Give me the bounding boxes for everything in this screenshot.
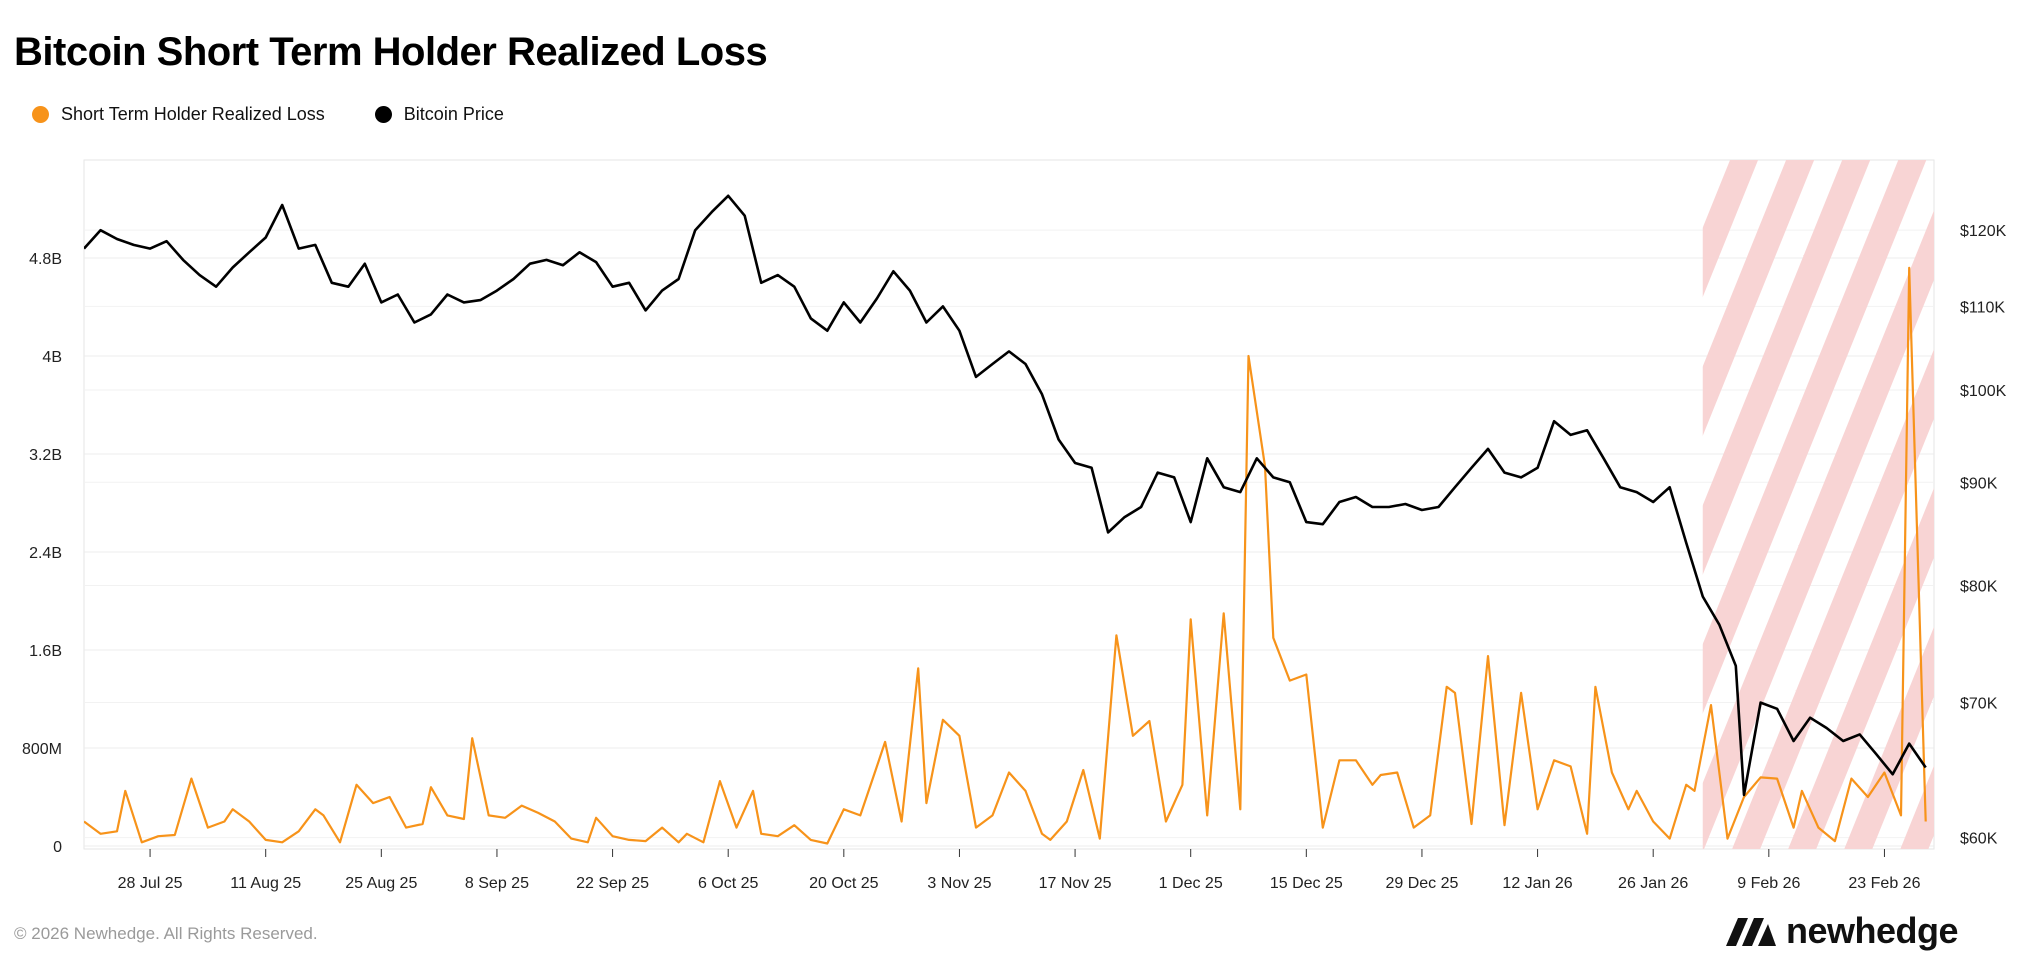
newhedge-logo[interactable]: newhedge — [1726, 910, 1959, 952]
x-tick-label: 26 Jan 26 — [1618, 875, 1688, 892]
copyright-notice: © 2026 Newhedge. All Rights Reserved. — [14, 924, 318, 943]
projection-hatch — [1702, 160, 1934, 849]
x-tick-label: 9 Feb 26 — [1737, 875, 1800, 892]
legend-label-bitcoin-price: Bitcoin Price — [403, 104, 504, 124]
chart-legend: Short Term Holder Realized Loss Bitcoin … — [32, 104, 504, 125]
newhedge-logo-icon — [1726, 918, 1776, 946]
x-tick-label: 25 Aug 25 — [345, 875, 417, 892]
x-tick-label: 1 Dec 25 — [1159, 875, 1223, 892]
y-left-tick-label: 0 — [53, 839, 62, 856]
legend-item-bitcoin-price[interactable]: Bitcoin Price — [374, 104, 504, 125]
y-left-tick-label: 800M — [22, 741, 62, 758]
y-left-tick-label: 4B — [42, 349, 62, 366]
y-right-tick-label: $70K — [1960, 696, 1998, 713]
y-right-tick-label: $110K — [1960, 299, 2005, 316]
y-right-tick-label: $90K — [1960, 475, 1998, 492]
x-tick-label: 28 Jul 25 — [118, 875, 183, 892]
x-tick-label: 29 Dec 25 — [1385, 875, 1458, 892]
y-left-tick-label: 1.6B — [29, 643, 62, 660]
x-tick-label: 3 Nov 25 — [927, 875, 991, 892]
x-tick-label: 12 Jan 26 — [1502, 875, 1572, 892]
series-short-term-holder-realized-loss — [84, 266, 1927, 845]
y-right-tick-label: $60K — [1960, 831, 1998, 848]
axes: 0 800M 1.6B 2.4B 3.2B 4B 4.8B $60K $70K $80K $90K $… — [22, 223, 2007, 892]
legend-swatch-bitcoin-price — [374, 106, 392, 123]
x-tick-label: 23 Feb 26 — [1848, 875, 1920, 892]
x-tick-label: 8 Sep 25 — [465, 875, 529, 892]
legend-swatch-realized-loss — [32, 106, 49, 123]
grid-lines — [83, 159, 1935, 850]
y-left-tick-label: 2.4B — [29, 545, 62, 562]
plot-frame — [83, 159, 1935, 850]
x-tick-label: 6 Oct 25 — [698, 875, 759, 892]
legend-item-realized-loss[interactable]: Short Term Holder Realized Loss — [32, 104, 325, 125]
x-tick-label: 20 Oct 25 — [809, 875, 878, 892]
series-bitcoin-price — [84, 194, 1927, 797]
chart-title: Bitcoin Short Term Holder Realized Loss — [14, 30, 768, 74]
x-tick-label: 17 Nov 25 — [1039, 875, 1112, 892]
x-tick-label: 22 Sep 25 — [576, 875, 649, 892]
projection-region — [1702, 160, 1934, 849]
y-left-tick-label: 4.8B — [29, 251, 62, 268]
newhedge-logo-text: newhedge — [1786, 910, 1959, 951]
y-right-tick-label: $80K — [1960, 579, 1998, 596]
y-right-tick-label: $100K — [1960, 383, 2007, 400]
legend-label-realized-loss: Short Term Holder Realized Loss — [61, 104, 325, 124]
x-tick-label: 15 Dec 25 — [1270, 875, 1343, 892]
series-lines — [84, 194, 1927, 845]
y-right-tick-label: $120K — [1960, 223, 2007, 240]
y-left-tick-label: 3.2B — [29, 447, 62, 464]
x-tick-label: 11 Aug 25 — [230, 875, 301, 892]
